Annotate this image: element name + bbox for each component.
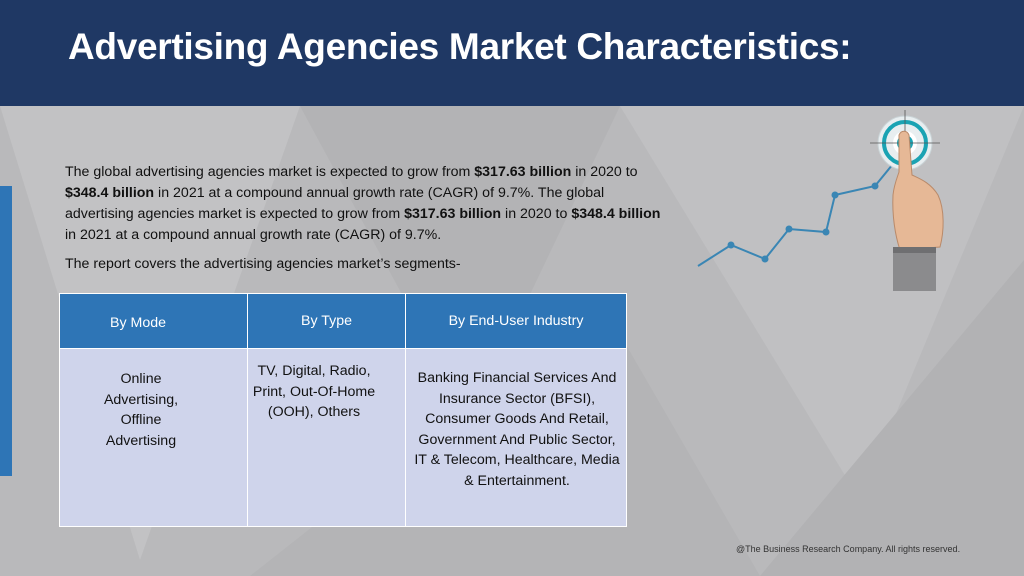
growth-line-chart-icon [697, 147, 907, 267]
market-value-2021: $348.4 billion [65, 185, 155, 201]
intro-text: in 2020 to [501, 206, 572, 222]
intro-text: in 2020 to [571, 164, 638, 180]
table-header-row: By Mode By Type By End-User Industry [59, 293, 627, 349]
table-row: Online Advertising, Offline Advertising … [59, 348, 627, 527]
intro-text: in 2021 at a compound annual growth rate… [65, 185, 605, 222]
market-value-2021: $348.4 billion [571, 206, 661, 222]
cell-text: Online Advertising, Offline Advertising [103, 371, 179, 449]
end-user-cell: Banking Financial Services And Insurance… [405, 348, 627, 527]
type-cell: TV, Digital, Radio, Print, Out-Of-Home (… [247, 348, 406, 527]
column-header-type: By Type [247, 293, 406, 349]
header-label: By Type [301, 313, 352, 329]
intro-text: in 2021 at a compound annual growth rate… [65, 227, 442, 243]
segments-intro: The report covers the advertising agenci… [65, 256, 461, 272]
left-accent-bar [0, 186, 12, 476]
intro-text: The global advertising agencies market i… [65, 164, 475, 180]
cell-text: TV, Digital, Radio, Print, Out-Of-Home (… [252, 363, 376, 420]
page-title: Advertising Agencies Market Characterist… [68, 26, 852, 67]
market-intro-paragraph: The global advertising agencies market i… [65, 162, 675, 246]
pointing-hand-icon [892, 130, 944, 291]
header-label: By End-User Industry [448, 313, 584, 329]
column-header-end-user: By End-User Industry [405, 293, 627, 349]
segments-table: By Mode By Type By End-User Industry Onl… [59, 293, 627, 527]
growth-illustration [697, 110, 944, 291]
market-value-2020: $317.63 billion [474, 164, 572, 180]
title-banner: Advertising Agencies Market Characterist… [0, 0, 1024, 106]
market-value-2020: $317.63 billion [404, 206, 502, 222]
header-label: By Mode [110, 315, 166, 331]
cell-text: Banking Financial Services And Insurance… [414, 370, 620, 489]
copyright-footer: @The Business Research Company. All righ… [736, 544, 961, 554]
column-header-mode: By Mode [59, 293, 248, 349]
mode-cell: Online Advertising, Offline Advertising [59, 348, 248, 527]
